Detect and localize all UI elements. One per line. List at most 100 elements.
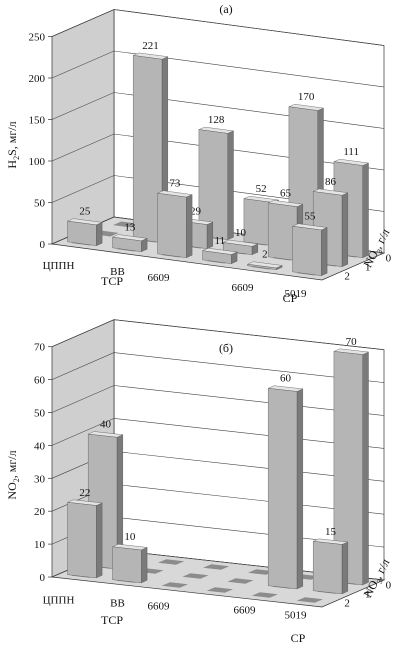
depth-tick-label: 1 <box>365 589 371 601</box>
floor-marker <box>203 564 230 570</box>
x-tick-label: ВВ <box>110 266 125 278</box>
y-axis-title-rest: , мг/л <box>5 450 19 478</box>
depth-tick-label: 0 <box>386 253 392 265</box>
x-tick-label: 6609 <box>234 605 257 617</box>
bar <box>268 202 298 261</box>
data-label: 25 <box>79 206 91 218</box>
group-label: ТСР <box>101 613 123 627</box>
bar-side <box>341 192 348 268</box>
depth-axis-title-sub: 3 <box>375 578 385 586</box>
group-label: ТСР <box>101 274 123 288</box>
group-label: СР <box>283 291 298 305</box>
x-tick-label: 6609 <box>232 282 255 294</box>
bar <box>247 263 277 270</box>
x-tick-label: 5019 <box>285 610 308 622</box>
bar <box>112 546 142 584</box>
data-label: 170 <box>298 91 315 103</box>
data-label: 73 <box>169 178 181 190</box>
bar-side <box>96 222 103 247</box>
data-label: 52 <box>256 183 267 195</box>
data-label: 2 <box>262 249 268 261</box>
bar <box>67 220 97 246</box>
y-tick-label: 40 <box>34 440 46 452</box>
bar <box>157 192 187 258</box>
data-label: 55 <box>304 211 316 223</box>
y-axis-title-rest: S, мг/л <box>5 121 19 156</box>
data-label: 22 <box>79 487 90 499</box>
bar <box>313 541 343 595</box>
y-tick-label: 60 <box>34 375 46 387</box>
depth-tick-label: 0 <box>386 580 392 592</box>
bar-side <box>362 351 369 586</box>
data-label: 221 <box>142 40 159 52</box>
bar-side <box>141 547 148 584</box>
x-tick-label: 6609 <box>148 601 171 613</box>
x-tick-label: ВВ <box>110 598 125 610</box>
y-axis-title: H2S, мг/л <box>5 121 21 168</box>
bar <box>333 351 363 586</box>
bar <box>67 502 97 579</box>
y-tick-label: 200 <box>29 73 46 85</box>
bar-side <box>362 162 369 259</box>
data-label: 15 <box>325 526 337 538</box>
depth-tick-label: 2 <box>344 271 350 283</box>
depth-tick-label: 2 <box>344 598 350 610</box>
y-tick-label: 10 <box>34 539 46 551</box>
bar-side <box>206 221 214 250</box>
y-tick-label: 0 <box>40 572 46 584</box>
y-tick-label: 250 <box>29 32 46 44</box>
gridline <box>51 9 385 46</box>
floor-marker <box>296 597 323 603</box>
y-tick-label: 20 <box>34 506 46 518</box>
data-label: 65 <box>280 187 292 199</box>
bar-side <box>296 388 303 590</box>
data-label: 11 <box>215 235 226 247</box>
y-tick-label: 70 <box>34 342 46 354</box>
x-tick-label: ЦППН <box>43 595 75 607</box>
data-label: 70 <box>346 336 358 348</box>
bar-side <box>186 194 193 259</box>
data-label: 40 <box>100 419 112 431</box>
data-label: 111 <box>343 146 359 158</box>
chart-a: 0501001502002509128521701112212910658625… <box>5 2 392 305</box>
gridline <box>51 319 385 350</box>
bar-side <box>227 130 234 241</box>
y-tick-label: 150 <box>29 115 46 127</box>
y-axis-title: NO2, мг/л <box>5 450 21 499</box>
data-label: 60 <box>280 373 292 385</box>
x-tick-label: ЦППН <box>43 260 75 272</box>
depth-axis-title-sub: 3 <box>375 248 385 256</box>
floor-marker <box>227 578 254 584</box>
floor-marker <box>113 221 140 228</box>
group-label: СР <box>291 631 306 645</box>
floor-marker <box>161 582 188 588</box>
bar-side <box>96 502 103 579</box>
data-label: 128 <box>208 114 225 126</box>
bar-side <box>321 227 328 277</box>
floor-marker <box>158 559 185 565</box>
y-tick-label: 30 <box>34 473 46 485</box>
floor-marker <box>248 569 275 575</box>
panel-label: (а) <box>219 2 232 16</box>
bar <box>202 250 232 264</box>
bar <box>132 55 163 243</box>
y-tick-label: 50 <box>34 198 46 210</box>
y-tick-label: 100 <box>29 156 46 168</box>
bar <box>198 129 228 240</box>
x-tick-label: 5019 <box>285 288 308 300</box>
x-tick-label: 6609 <box>148 272 171 284</box>
bar <box>112 236 142 252</box>
bar <box>292 225 322 276</box>
y-axis-title-main: H <box>5 160 19 169</box>
bar <box>268 388 298 590</box>
floor-marker <box>251 592 278 598</box>
gridline <box>51 50 385 88</box>
floor-marker <box>206 587 233 593</box>
data-label: 29 <box>190 205 202 217</box>
floor-marker <box>182 573 209 579</box>
data-label: 10 <box>235 227 247 239</box>
y-axis-title-sub: 2 <box>12 478 21 482</box>
data-label: 86 <box>325 176 337 188</box>
depth-tick-label: 1 <box>365 262 371 274</box>
